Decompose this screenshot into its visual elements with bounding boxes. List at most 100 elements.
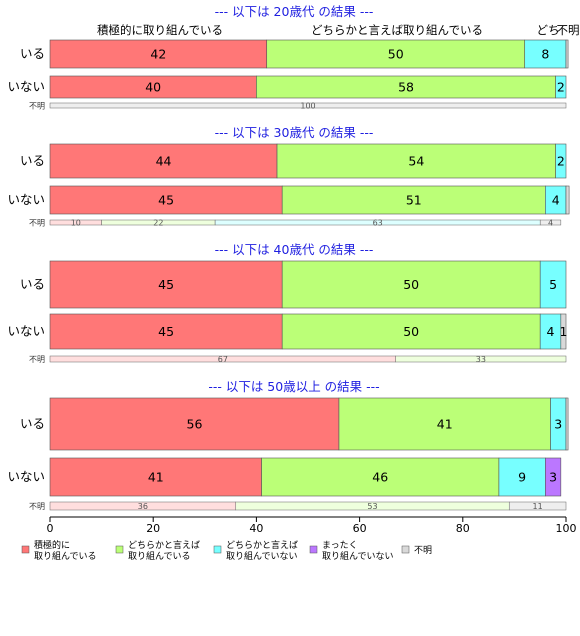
bar-segment (49, 143, 278, 179)
row-label: いない (7, 469, 45, 484)
header-label: 不明 (557, 23, 580, 37)
bar-segment (49, 457, 262, 497)
data-label: 54 (408, 154, 424, 169)
unknown-data-label: 4 (548, 219, 553, 228)
unknown-data-label: 22 (153, 219, 163, 228)
row-label: いない (7, 192, 45, 207)
legend-swatch (309, 545, 318, 554)
data-label: 45 (158, 324, 174, 339)
unknown-data-label: 100 (300, 102, 315, 111)
legend-swatch (213, 545, 222, 554)
unknown-bar-segment (395, 355, 567, 363)
row-label: いる (20, 46, 45, 61)
bar-segment (276, 143, 556, 179)
data-label: 46 (372, 470, 388, 485)
x-tick-label: 0 (47, 522, 54, 535)
row-label: いる (20, 416, 45, 431)
row-label: 不明 (29, 355, 45, 364)
bar-segment (555, 75, 567, 99)
data-label: 2 (557, 80, 565, 95)
data-label: 58 (398, 80, 414, 95)
data-label: 56 (187, 417, 203, 432)
legend-label: どちらかと言えば (128, 539, 200, 551)
row-label: 不明 (29, 219, 45, 228)
row-label: 不明 (29, 102, 45, 111)
legend-label: 不明 (414, 545, 432, 556)
unknown-data-label: 11 (533, 502, 543, 511)
header-label: どち (537, 23, 560, 37)
bar-segment (498, 457, 546, 497)
header-label: どちらかと言えば取り組んでいる (311, 23, 483, 37)
unknown-data-label: 36 (138, 502, 148, 511)
legend-label: 取り組んでいない (322, 550, 394, 562)
data-label: 42 (150, 47, 166, 62)
row-label: いる (20, 277, 45, 292)
bar-segment (545, 457, 562, 497)
panel-title: --- 以下は 20歳代 の結果 --- (215, 4, 374, 19)
panel-title: --- 以下は 50歳以上 の結果 --- (208, 379, 379, 394)
data-label: 3 (554, 417, 562, 432)
data-label: 40 (145, 80, 161, 95)
data-label: 51 (406, 193, 422, 208)
data-label: 44 (156, 154, 172, 169)
bar-segment (560, 313, 567, 350)
data-label: 3 (549, 470, 557, 485)
x-tick-label: 100 (556, 522, 577, 535)
bar-segment (539, 260, 567, 309)
unknown-data-label: 33 (476, 355, 486, 364)
bar-segment (281, 313, 541, 350)
unknown-bar-segment (508, 501, 567, 511)
panel-title: --- 以下は 40歳代 の結果 --- (215, 242, 374, 257)
legend-label: 取り組んでいる (128, 550, 191, 562)
data-label: 45 (158, 277, 174, 292)
data-label: 4 (547, 324, 555, 339)
row-label: いる (20, 153, 45, 168)
data-label: 9 (518, 470, 526, 485)
data-label: 8 (541, 47, 549, 62)
unknown-data-label: 67 (218, 355, 228, 364)
bar-segment (49, 313, 283, 350)
unknown-data-label: 53 (367, 502, 377, 511)
unknown-bar-segment (49, 102, 567, 109)
legend-label: まったく (322, 540, 358, 551)
legend-swatch (115, 545, 124, 554)
bar-segment (49, 397, 340, 451)
bar-segment (281, 260, 541, 309)
bar-segment (266, 39, 526, 69)
x-tick-label: 20 (146, 522, 160, 535)
data-label: 45 (158, 193, 174, 208)
x-tick-label: 60 (353, 522, 367, 535)
data-label: 1 (559, 324, 567, 339)
x-tick-label: 40 (249, 522, 263, 535)
unknown-data-label: 10 (71, 219, 81, 228)
legend-label: 積極的に (34, 539, 70, 551)
data-label: 50 (388, 47, 404, 62)
data-label: 41 (437, 417, 453, 432)
bar-segment (565, 185, 570, 215)
legend-label: 取り組んでいる (34, 550, 97, 562)
row-label: いない (7, 324, 45, 339)
data-label: 50 (403, 324, 419, 339)
unknown-bar-segment (539, 219, 562, 226)
legend-label: どちらかと言えば (226, 539, 298, 551)
legend-swatch (21, 545, 30, 554)
bar-segment (565, 39, 569, 69)
bar-segment (565, 397, 569, 451)
data-label: 41 (148, 470, 164, 485)
header-label: 積極的に取り組んでいる (97, 23, 223, 37)
row-label: いない (7, 79, 45, 94)
legend-swatch (401, 545, 410, 554)
data-label: 50 (403, 277, 419, 292)
bar-segment (261, 457, 500, 497)
x-tick-label: 80 (456, 522, 470, 535)
unknown-data-label: 63 (373, 219, 383, 228)
data-label: 4 (552, 193, 560, 208)
panel-title: --- 以下は 30歳代 の結果 --- (215, 125, 374, 140)
bar-segment (281, 185, 546, 215)
data-label: 2 (557, 154, 565, 169)
row-label: 不明 (29, 502, 45, 511)
data-label: 5 (549, 277, 557, 292)
legend-label: 取り組んでいない (226, 550, 298, 562)
bar-segment (555, 143, 567, 179)
